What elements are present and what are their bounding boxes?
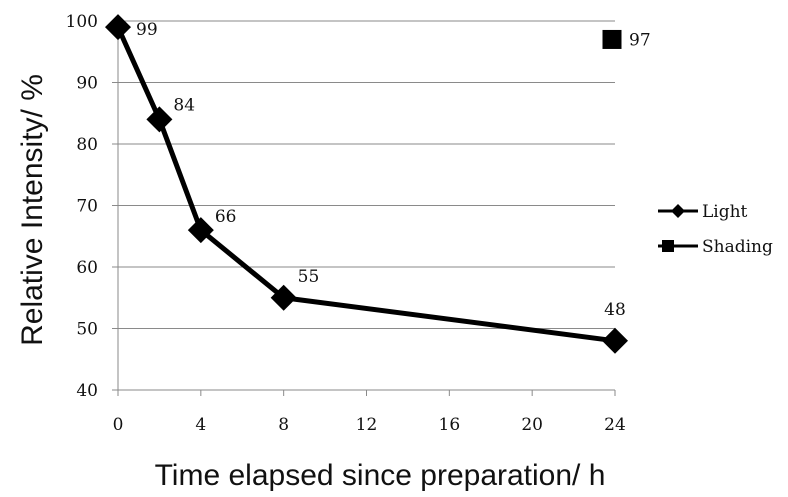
- y-tick-label: 70: [76, 197, 98, 217]
- light-data-label: 48: [604, 300, 626, 320]
- x-tick-label: 8: [278, 415, 289, 435]
- data-labels: 99 84 66 55 48 97: [136, 20, 651, 320]
- shading-data-label: 97: [629, 30, 651, 50]
- series: [105, 14, 628, 354]
- light-data-point: [105, 14, 131, 41]
- legend: Light Shading: [658, 202, 773, 257]
- x-tick-label: 20: [521, 415, 543, 435]
- light-data-point: [270, 284, 297, 311]
- light-data-label: 55: [298, 267, 320, 287]
- legend-light-label: Light: [702, 202, 748, 222]
- y-tick-label: 80: [76, 135, 98, 155]
- y-tick-label: 100: [66, 12, 98, 32]
- axes: [112, 20, 616, 396]
- light-data-label: 66: [215, 207, 237, 227]
- x-tick-label: 12: [356, 415, 378, 435]
- y-axis-title: Relative Intensity/ %: [16, 74, 49, 346]
- legend-shading-label: Shading: [702, 237, 773, 257]
- grid-lines: [118, 20, 615, 329]
- light-data-label: 84: [173, 95, 195, 115]
- x-tick-label: 24: [604, 415, 626, 435]
- x-tick-label: 0: [113, 415, 124, 435]
- y-tick-label: 90: [76, 74, 98, 94]
- y-tick-label: 60: [76, 258, 98, 278]
- x-tick-label: 16: [439, 415, 461, 435]
- legend-shading-marker: [662, 240, 674, 252]
- legend-light-marker: [671, 204, 685, 218]
- light-series-line: [115, 26, 616, 344]
- light-data-point: [602, 327, 628, 354]
- y-tick-label: 40: [76, 381, 98, 401]
- x-axis-title: Time elapsed since preparation/ h: [155, 459, 606, 492]
- shading-data-point: [602, 29, 622, 49]
- light-data-label: 99: [136, 20, 158, 40]
- y-tick-label: 50: [76, 320, 98, 340]
- x-tick-label: 4: [195, 415, 206, 435]
- light-data-point: [146, 106, 173, 133]
- light-data-point: [187, 217, 214, 244]
